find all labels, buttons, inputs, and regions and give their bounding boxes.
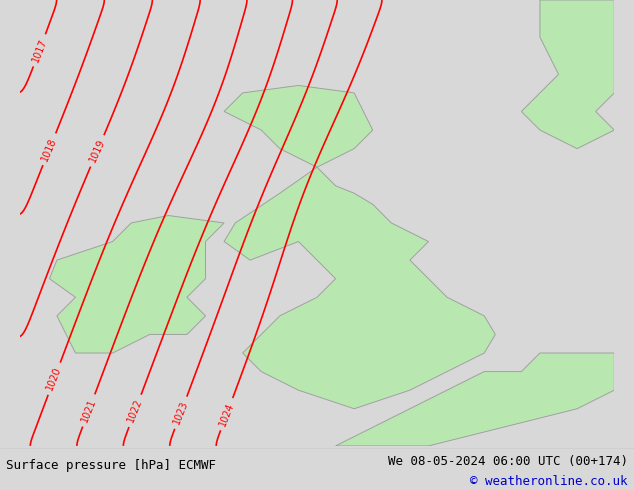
Text: 1017: 1017	[30, 37, 49, 64]
Text: 1022: 1022	[126, 397, 145, 424]
Text: 1019: 1019	[87, 138, 107, 164]
Text: 1021: 1021	[79, 397, 98, 424]
Text: Surface pressure [hPa] ECMWF: Surface pressure [hPa] ECMWF	[6, 459, 216, 472]
Text: 1024: 1024	[217, 401, 236, 427]
Polygon shape	[335, 353, 614, 446]
Text: 1023: 1023	[172, 399, 190, 426]
Polygon shape	[224, 85, 495, 409]
Polygon shape	[49, 216, 224, 353]
Text: 1020: 1020	[45, 366, 63, 392]
Text: © weatheronline.co.uk: © weatheronline.co.uk	[470, 475, 628, 488]
Polygon shape	[521, 0, 614, 148]
Text: We 08-05-2024 06:00 UTC (00+174): We 08-05-2024 06:00 UTC (00+174)	[387, 455, 628, 468]
Text: 1018: 1018	[40, 136, 59, 163]
